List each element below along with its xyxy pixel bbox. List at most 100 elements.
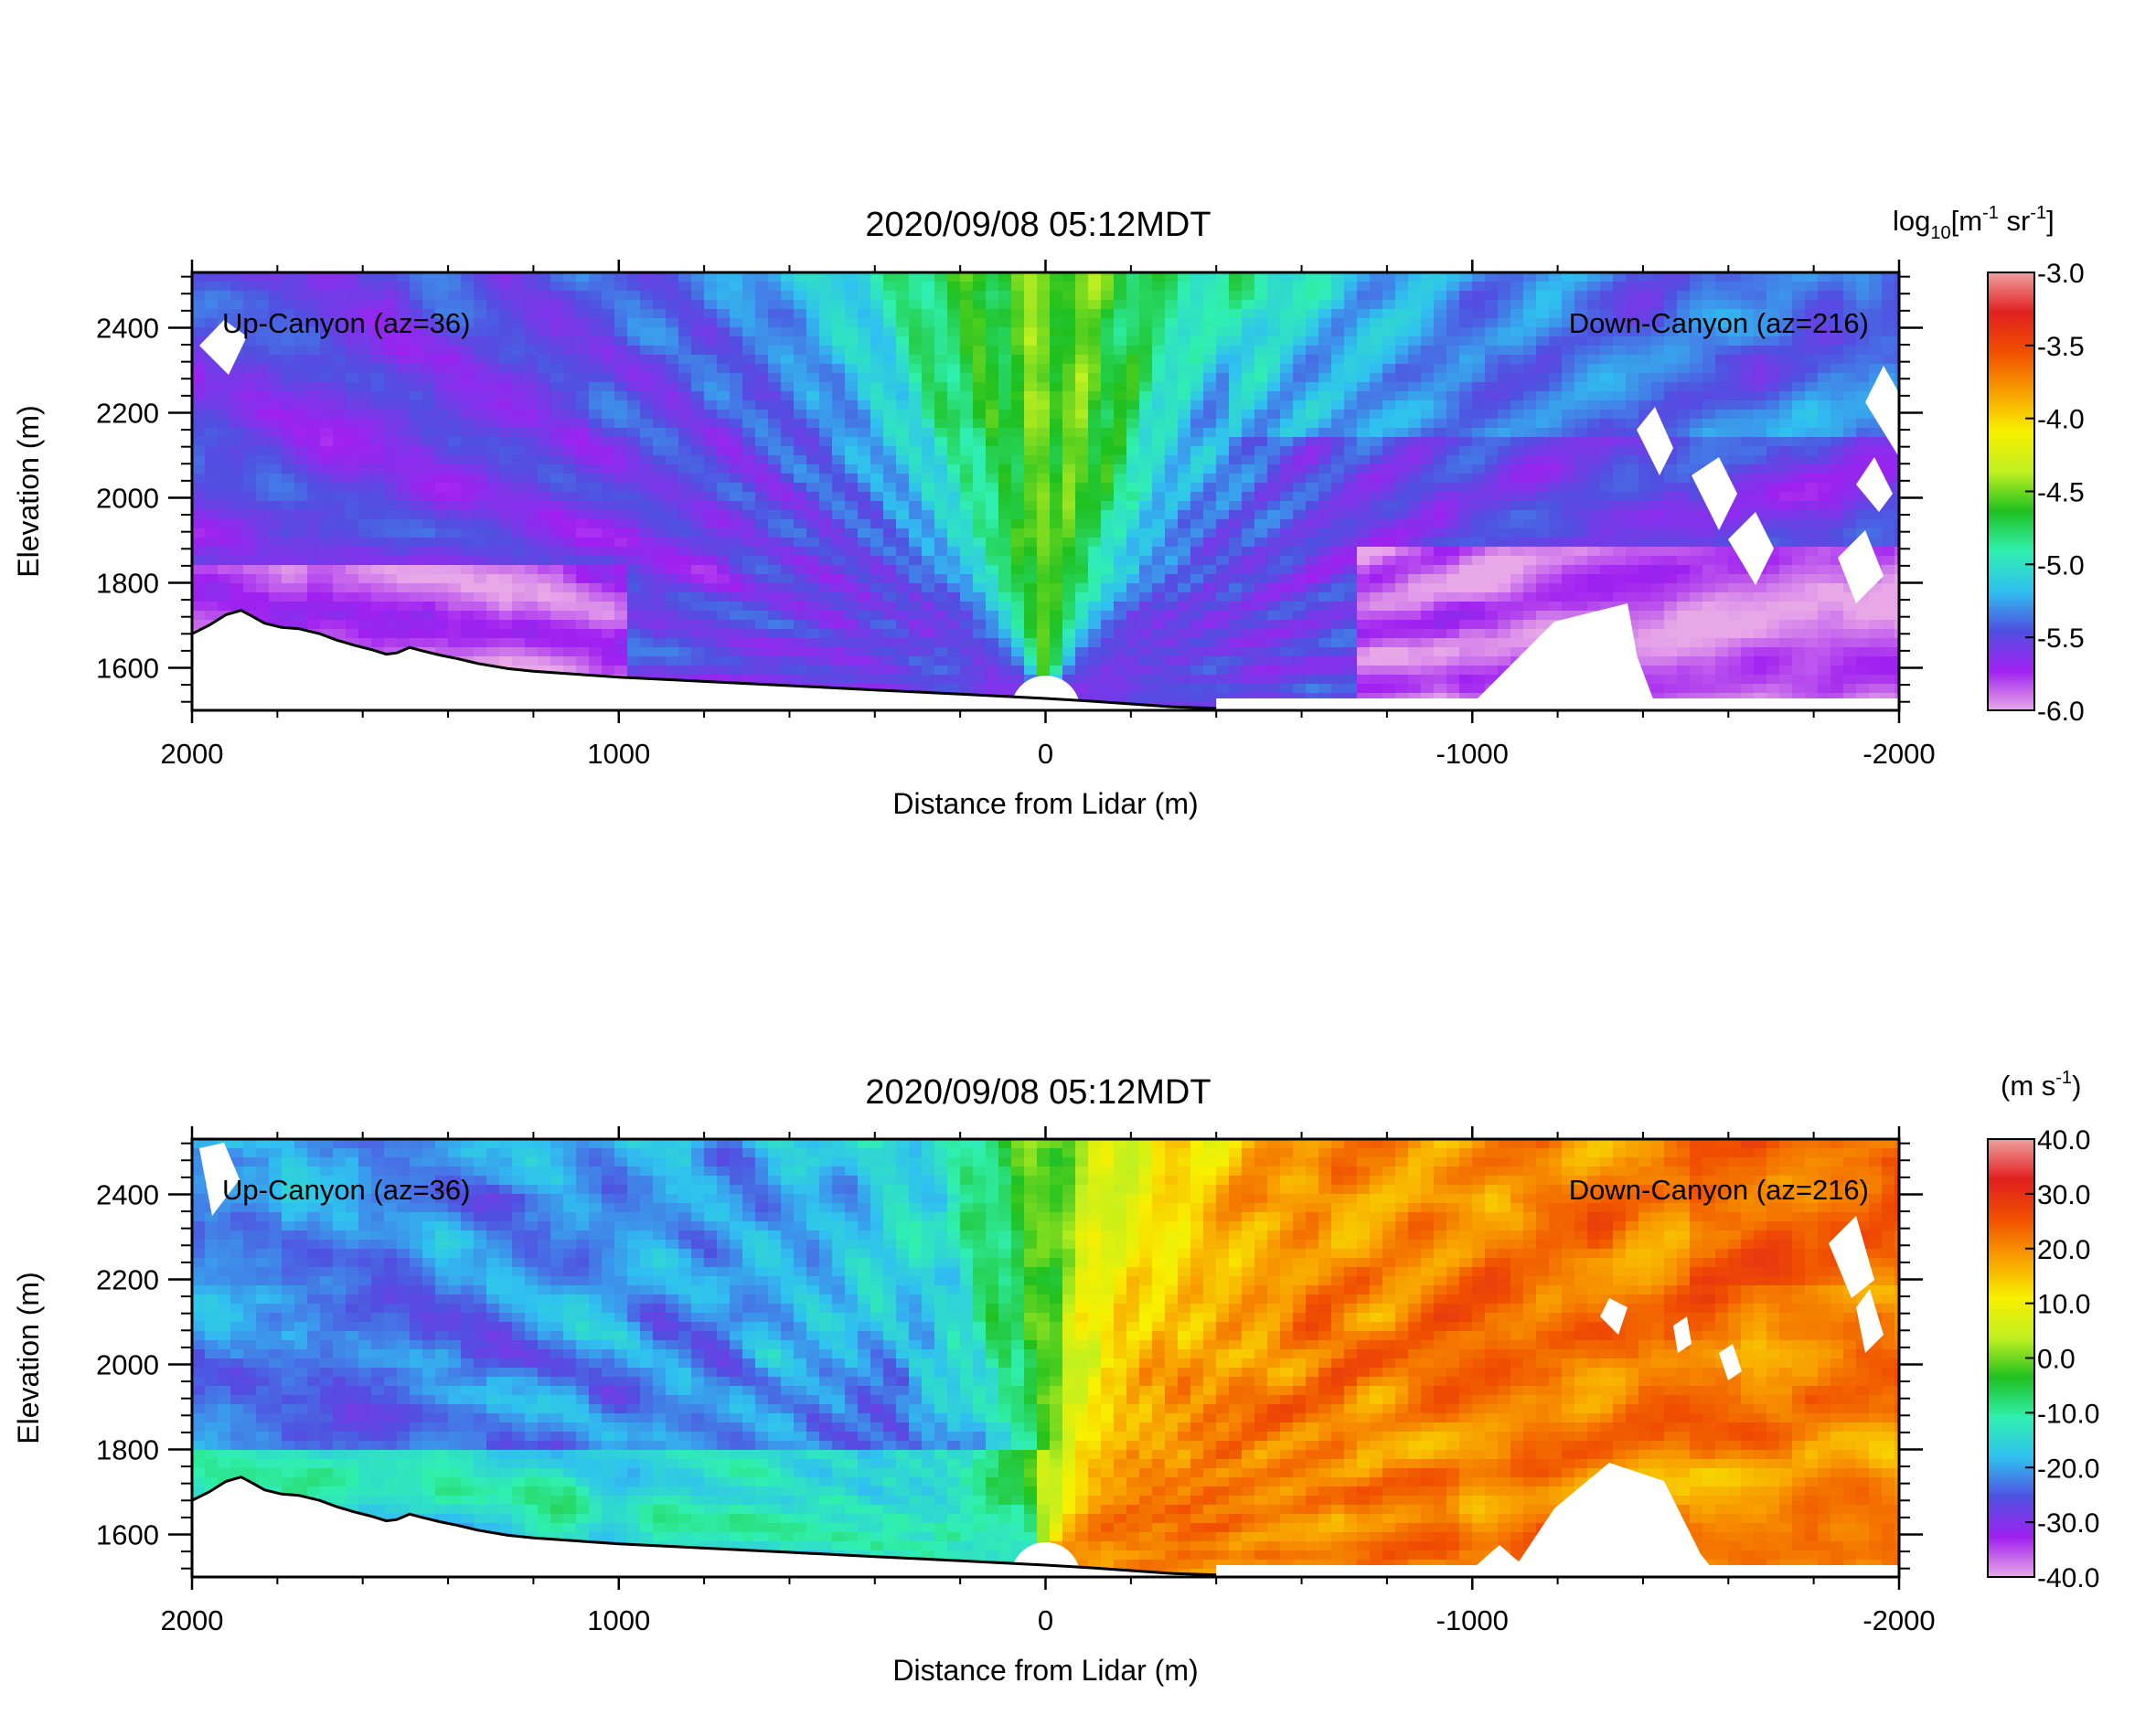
field-cell bbox=[1574, 538, 1588, 548]
field-cell bbox=[1843, 272, 1857, 282]
field-cell bbox=[1101, 282, 1115, 292]
field-cell bbox=[742, 300, 756, 310]
field-cell bbox=[1011, 492, 1025, 502]
field-cell bbox=[1843, 336, 1857, 346]
field-cell bbox=[1792, 492, 1806, 502]
field-cell bbox=[1895, 336, 1899, 346]
field-cell bbox=[794, 446, 807, 456]
field-cell bbox=[1229, 592, 1243, 602]
field-cell bbox=[691, 309, 705, 319]
field-cell bbox=[358, 574, 372, 584]
field-cell bbox=[640, 464, 654, 474]
field-cell bbox=[1677, 382, 1691, 392]
field-cell bbox=[666, 309, 679, 319]
field-cell bbox=[1242, 547, 1255, 557]
field-cell bbox=[691, 300, 705, 310]
field-cell bbox=[1331, 519, 1345, 529]
field-cell bbox=[755, 583, 769, 593]
field-cell bbox=[704, 464, 718, 474]
field-cell bbox=[1882, 592, 1895, 602]
field-cell bbox=[691, 428, 705, 438]
field-cell bbox=[486, 592, 500, 602]
field-cell bbox=[1818, 446, 1831, 456]
field-cell bbox=[1344, 419, 1358, 429]
field-cell bbox=[550, 547, 564, 557]
field-cell bbox=[397, 437, 411, 447]
field-cell bbox=[358, 336, 372, 346]
field-cell bbox=[1792, 556, 1806, 566]
field-cell bbox=[371, 364, 385, 374]
field-cell bbox=[1600, 574, 1614, 584]
field-cell bbox=[1728, 272, 1742, 282]
field-cell bbox=[768, 574, 782, 584]
field-cell bbox=[486, 483, 500, 493]
field-cell bbox=[1498, 565, 1511, 575]
field-cell bbox=[1549, 583, 1563, 593]
field-cell bbox=[1766, 547, 1780, 557]
field-cell bbox=[1408, 556, 1422, 566]
field-cell bbox=[1382, 474, 1396, 484]
field-cell bbox=[1101, 455, 1115, 465]
field-cell bbox=[218, 602, 231, 612]
field-cell bbox=[717, 519, 731, 529]
field-cell bbox=[410, 300, 423, 310]
field-cell bbox=[1510, 428, 1524, 438]
field-cell bbox=[1178, 309, 1191, 319]
field-cell bbox=[1088, 510, 1102, 520]
field-cell bbox=[909, 272, 923, 282]
field-cell bbox=[358, 373, 372, 383]
field-cell bbox=[986, 309, 999, 319]
field-cell bbox=[1024, 592, 1038, 602]
field-cell bbox=[1818, 309, 1831, 319]
field-cell bbox=[525, 428, 539, 438]
field-cell bbox=[576, 282, 590, 292]
field-cell bbox=[1306, 602, 1319, 612]
field-cell bbox=[602, 574, 615, 584]
field-cell bbox=[614, 400, 628, 410]
field-cell bbox=[1434, 510, 1447, 520]
field-cell bbox=[858, 474, 871, 484]
field-cell bbox=[614, 583, 628, 593]
field-cell bbox=[1024, 336, 1038, 346]
field-cell bbox=[1088, 583, 1102, 593]
field-cell bbox=[806, 282, 820, 292]
field-cell bbox=[614, 474, 628, 484]
field-cell bbox=[819, 419, 833, 429]
field-cell bbox=[1613, 455, 1627, 465]
field-cell bbox=[883, 455, 897, 465]
field-cell bbox=[576, 428, 590, 438]
field-cell bbox=[538, 538, 551, 548]
field-cell bbox=[1331, 419, 1345, 429]
field-cell bbox=[512, 318, 526, 328]
field-cell bbox=[1318, 483, 1332, 493]
field-cell bbox=[1587, 501, 1601, 511]
field-cell bbox=[1818, 355, 1831, 365]
field-cell bbox=[755, 272, 769, 282]
field-cell bbox=[384, 428, 398, 438]
field-cell bbox=[678, 391, 692, 401]
field-cell bbox=[819, 382, 833, 392]
field-cell bbox=[1318, 346, 1332, 356]
field-cell bbox=[1766, 410, 1780, 420]
field-cell bbox=[243, 410, 257, 420]
field-cell bbox=[1075, 446, 1089, 456]
field-cell bbox=[1062, 455, 1076, 465]
field-cell bbox=[1664, 318, 1678, 328]
field-cell bbox=[1370, 483, 1383, 493]
field-cell bbox=[832, 318, 846, 328]
field-cell bbox=[1536, 501, 1550, 511]
field-cell bbox=[973, 419, 987, 429]
field-cell bbox=[1062, 364, 1076, 374]
field-cell bbox=[781, 400, 795, 410]
field-cell bbox=[870, 391, 884, 401]
field-cell bbox=[1485, 364, 1499, 374]
field-cell bbox=[1805, 464, 1819, 474]
field-cell bbox=[1114, 483, 1127, 493]
field-cell bbox=[243, 300, 257, 310]
field-cell bbox=[1587, 410, 1601, 420]
field-cell bbox=[832, 419, 846, 429]
field-cell bbox=[691, 382, 705, 392]
field-cell bbox=[307, 501, 321, 511]
field-cell bbox=[448, 602, 462, 612]
field-cell bbox=[384, 373, 398, 383]
